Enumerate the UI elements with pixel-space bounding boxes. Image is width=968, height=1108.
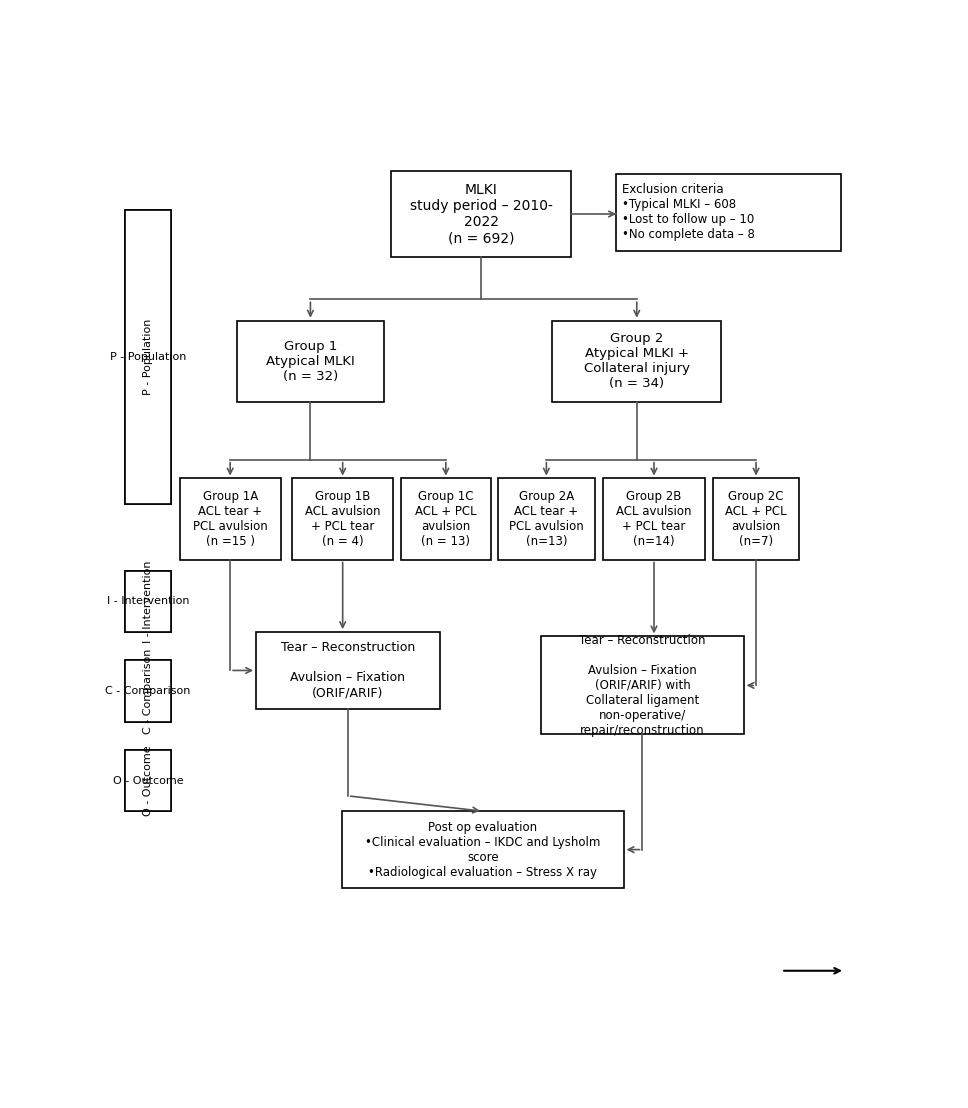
Text: Group 2B
ACL avulsion
+ PCL tear
(n=14): Group 2B ACL avulsion + PCL tear (n=14) (617, 490, 692, 548)
FancyBboxPatch shape (553, 320, 721, 402)
Text: Exclusion criteria
•Typical MLKI – 608
•Lost to follow up – 10
•No complete data: Exclusion criteria •Typical MLKI – 608 •… (622, 183, 755, 242)
FancyBboxPatch shape (292, 479, 393, 560)
Text: Group 1C
ACL + PCL
avulsion
(n = 13): Group 1C ACL + PCL avulsion (n = 13) (415, 490, 476, 548)
FancyBboxPatch shape (401, 479, 491, 560)
FancyBboxPatch shape (391, 172, 571, 257)
FancyBboxPatch shape (125, 750, 171, 811)
Text: I - Intervention: I - Intervention (106, 596, 190, 606)
FancyBboxPatch shape (343, 811, 623, 888)
Text: Tear – Reconstruction

Avulsion – Fixation
(ORIF/ARIF) with
Collateral ligament
: Tear – Reconstruction Avulsion – Fixatio… (579, 634, 706, 737)
Text: MLKI
study period – 2010-
2022
(n = 692): MLKI study period – 2010- 2022 (n = 692) (409, 183, 553, 245)
FancyBboxPatch shape (125, 660, 171, 721)
FancyBboxPatch shape (256, 632, 439, 709)
Text: C - Comparison: C - Comparison (143, 648, 153, 733)
Text: Group 2C
ACL + PCL
avulsion
(n=7): Group 2C ACL + PCL avulsion (n=7) (725, 490, 787, 548)
Text: C - Comparison: C - Comparison (106, 686, 191, 696)
FancyBboxPatch shape (603, 479, 705, 560)
FancyBboxPatch shape (125, 750, 171, 811)
Text: P - Population: P - Population (143, 319, 153, 396)
FancyBboxPatch shape (125, 571, 171, 632)
FancyBboxPatch shape (712, 479, 800, 560)
Text: Group 1B
ACL avulsion
+ PCL tear
(n = 4): Group 1B ACL avulsion + PCL tear (n = 4) (305, 490, 380, 548)
FancyBboxPatch shape (617, 174, 841, 250)
Text: Group 2A
ACL tear +
PCL avulsion
(n=13): Group 2A ACL tear + PCL avulsion (n=13) (509, 490, 584, 548)
Text: P - Population: P - Population (109, 352, 186, 362)
Text: Group 1
Atypical MLKI
(n = 32): Group 1 Atypical MLKI (n = 32) (266, 340, 355, 382)
Text: Tear – Reconstruction

Avulsion – Fixation
(ORIF/ARIF): Tear – Reconstruction Avulsion – Fixatio… (281, 642, 415, 699)
Text: Group 1A
ACL tear +
PCL avulsion
(n =15 ): Group 1A ACL tear + PCL avulsion (n =15 … (193, 490, 267, 548)
Text: Post op evaluation
•Clinical evaluation – IKDC and Lysholm
score
•Radiological e: Post op evaluation •Clinical evaluation … (365, 821, 601, 879)
Text: Group 2
Atypical MLKI +
Collateral injury
(n = 34): Group 2 Atypical MLKI + Collateral injur… (584, 332, 690, 390)
FancyBboxPatch shape (179, 479, 281, 560)
FancyBboxPatch shape (125, 209, 171, 504)
FancyBboxPatch shape (125, 660, 171, 721)
FancyBboxPatch shape (541, 636, 743, 735)
FancyBboxPatch shape (125, 571, 171, 632)
Text: I - Intervention: I - Intervention (143, 561, 153, 643)
FancyBboxPatch shape (125, 209, 171, 504)
Text: O - Outcome: O - Outcome (112, 776, 183, 786)
Text: O - Outcome: O - Outcome (143, 746, 153, 815)
FancyBboxPatch shape (498, 479, 595, 560)
FancyBboxPatch shape (237, 320, 383, 402)
